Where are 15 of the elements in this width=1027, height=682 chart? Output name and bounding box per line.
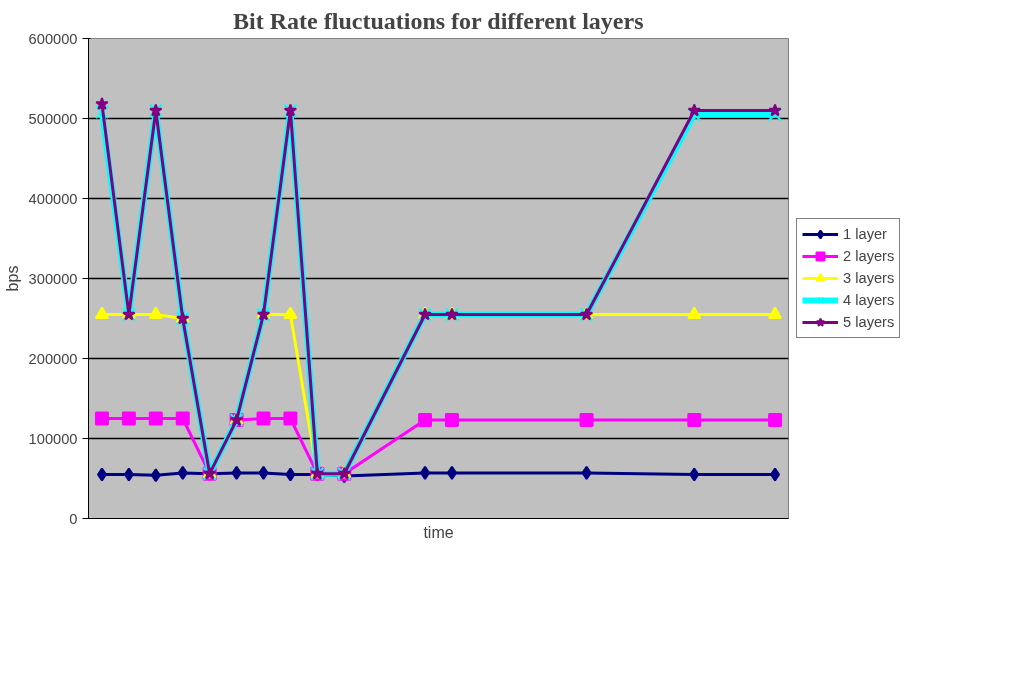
x-axis-title: time xyxy=(423,523,454,541)
legend-label: 3 layers xyxy=(843,270,895,286)
y-tick-label: 500000 xyxy=(28,110,78,127)
y-tick-label: 300000 xyxy=(28,270,78,287)
chart-title: Bit Rate fluctuations for different layers xyxy=(233,7,644,34)
legend-label: 2 layers xyxy=(843,248,895,264)
y-tick-label: 100000 xyxy=(28,430,78,447)
y-tick-label: 0 xyxy=(69,510,78,527)
y-tick-label: 600000 xyxy=(28,30,78,47)
legend-label: 5 layers xyxy=(843,314,895,330)
legend-label: 4 layers xyxy=(843,292,895,308)
legend-label: 1 layer xyxy=(843,226,887,242)
y-axis-title: bps xyxy=(3,265,21,292)
y-tick-label: 200000 xyxy=(28,350,78,367)
y-tick-label: 400000 xyxy=(28,190,78,207)
